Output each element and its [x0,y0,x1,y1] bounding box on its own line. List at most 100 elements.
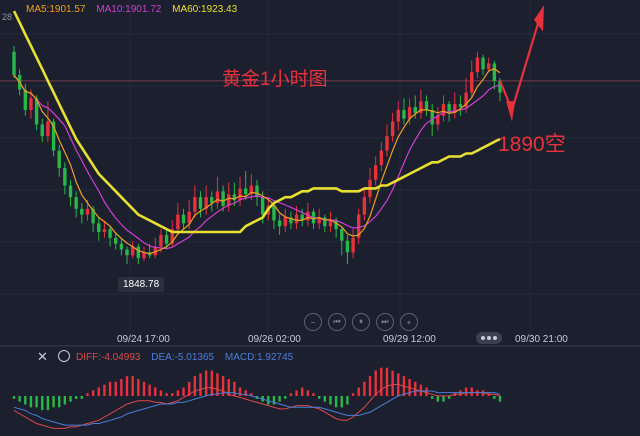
ma5-line [13,68,501,255]
candle-body [130,246,135,256]
close-icon[interactable]: ✕ [37,349,48,364]
macd-bar [380,367,383,396]
macd-bar [171,393,174,396]
macd-bar [244,390,247,396]
macd-bar [227,379,230,396]
candle-body [447,104,451,113]
macd-bar [306,390,310,396]
macd-bar [442,396,445,402]
candle-body [80,208,84,215]
diff-line [13,384,501,429]
candle-body [74,197,78,209]
ma10-label: MA10:1901.72 [96,4,162,15]
macd-bar [159,390,163,396]
candle-body [413,107,417,113]
candle-body [187,211,191,224]
candle-body [91,208,95,224]
macd-bar [103,384,106,396]
macd-bar [52,396,55,408]
candle-body [328,220,333,227]
candle-body [153,246,157,256]
macd-bar [368,376,372,396]
candle-body [424,101,429,110]
macd-bar [238,387,242,396]
candle-body [407,107,412,119]
skip-back-icon[interactable]: ⏮ [328,313,346,331]
candle-body [402,109,406,119]
forecast-arrow [498,5,544,122]
macd-bar [470,387,473,396]
candle-body [345,240,350,253]
candle-body [215,191,220,203]
macd-bar [323,396,327,402]
ma60-line [12,10,501,234]
zoom-out-icon[interactable]: − [304,313,322,331]
macd-bar [35,396,38,408]
macd-bar [430,396,434,399]
macd-bar [69,396,72,402]
candle-body [487,63,491,70]
macd-bar [301,387,304,396]
ma5-label: MA5:1901.57 [26,4,86,15]
macd-bar [447,396,451,399]
macd-bar [210,370,213,396]
candle-body [193,197,197,212]
candle-body [102,229,107,233]
macd-bar [363,381,366,396]
candle-body [119,243,124,250]
pause-icon[interactable]: ⏸ [352,313,370,331]
candle-body [334,220,338,230]
candle-body [498,80,502,93]
macd-bar [233,381,236,396]
candle-body [379,150,384,166]
macd-bar [357,387,360,396]
macd-bar [464,387,468,396]
candle-body [57,150,61,169]
macd-bar [419,384,423,396]
macd-histogram [12,367,502,411]
candle-body [289,217,293,224]
candle-body [481,57,485,70]
macd-bar [24,396,27,405]
candle-body [351,237,355,253]
macd-bar [493,396,496,399]
zoom-in-icon[interactable]: + [400,313,418,331]
macd-label: MACD:1.92745 [224,352,294,363]
candle-body [40,124,44,137]
macd-bar [12,396,16,399]
candle-body [283,217,287,227]
candle-body [238,188,242,201]
candle-body [170,229,174,244]
macd-bar [199,373,202,396]
macd-bar [97,387,100,396]
candle-body [114,237,118,244]
candle-body [227,194,231,206]
macd-bar [476,390,479,396]
candle-body [63,168,67,186]
macd-bar [29,396,33,408]
eye-icon[interactable] [58,350,70,362]
candle-body [198,197,203,209]
chart-annotation-target: 1890空 [498,133,566,156]
x-tick-label: 09/30 21:00 [515,334,568,345]
macd-bar [80,396,84,399]
candle-body [300,214,304,221]
candle-body [29,98,33,110]
candle-body [430,109,434,125]
macd-bar [312,393,315,396]
skip-forward-icon[interactable]: ⏭ [376,313,394,331]
candle-body [294,214,299,224]
candle-body [453,104,457,113]
candle-body [23,89,27,110]
macd-bar [114,381,117,396]
x-tick-label: 09/29 12:00 [383,334,436,345]
macd-bar [284,396,287,399]
candle-body [323,217,327,227]
time-scroll-indicator[interactable] [476,332,502,344]
macd-bar [498,396,502,402]
chart-controls: − ⏮ ⏸ ⏭ + [304,313,418,331]
macd-bar [346,396,349,405]
candle-body [441,104,446,116]
candle-body [51,121,56,151]
